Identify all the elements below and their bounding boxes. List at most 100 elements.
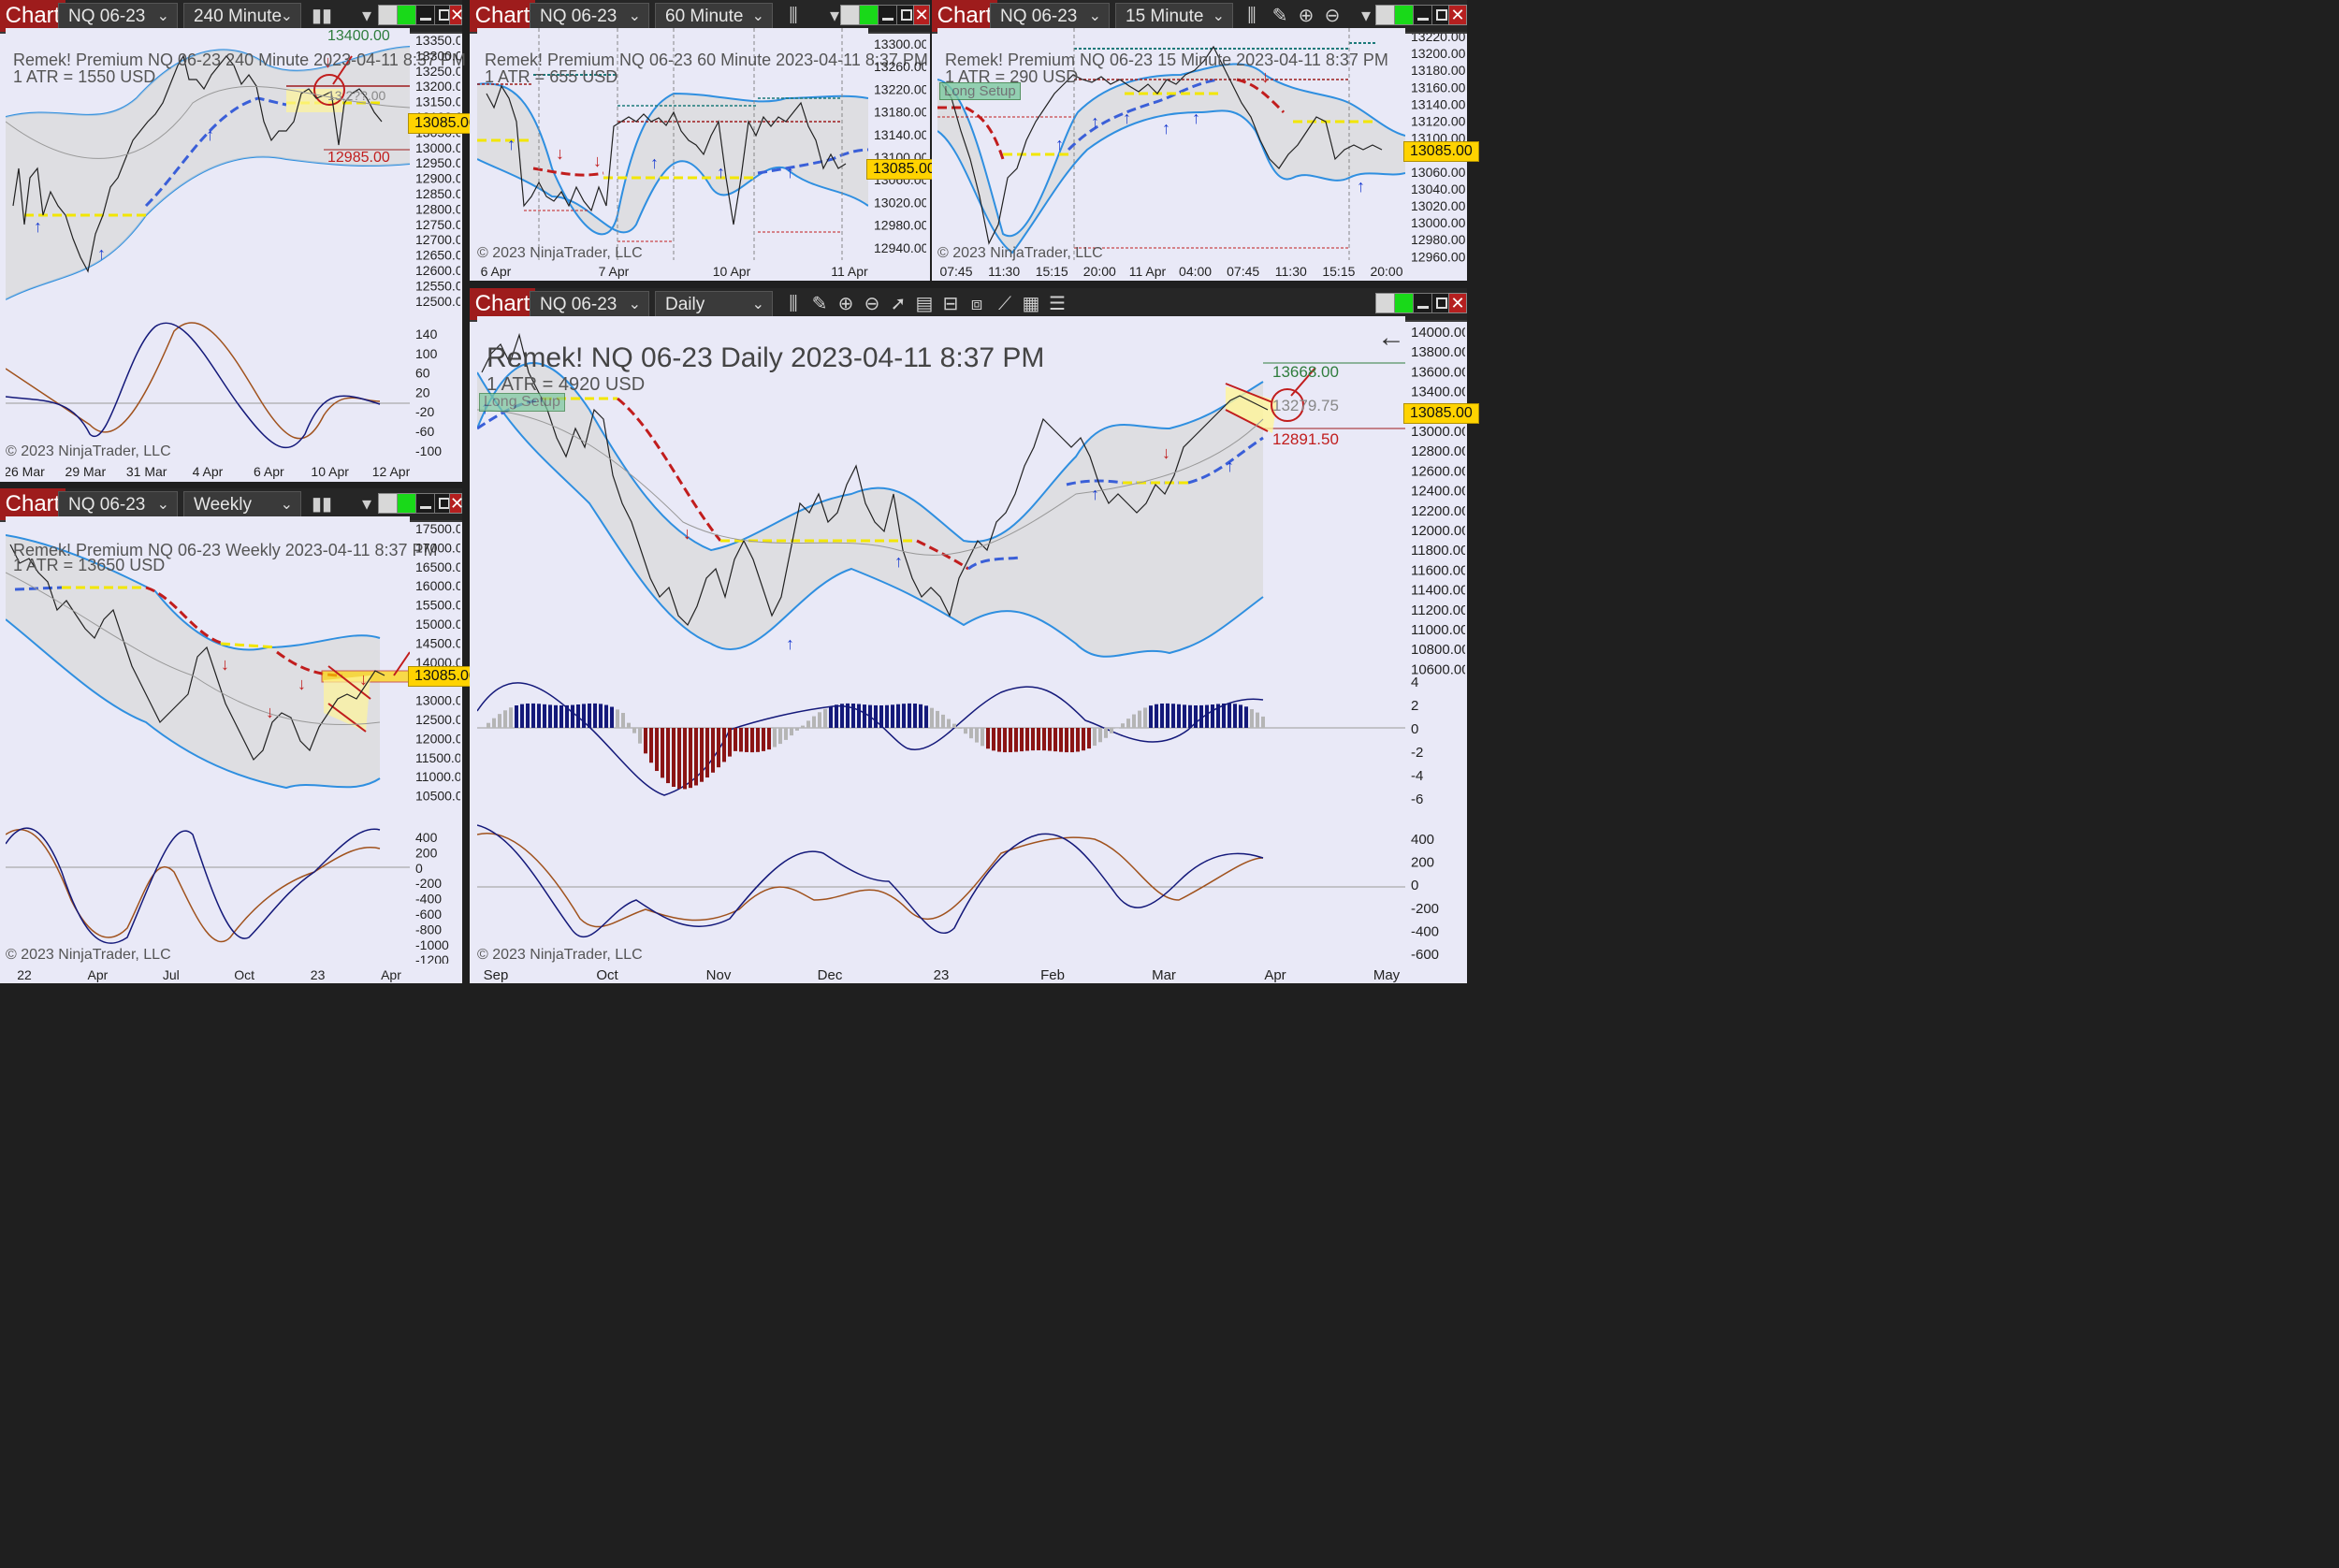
close-button[interactable]: ✕	[1448, 293, 1467, 313]
bar-type-icon[interactable]: ▮▮	[311, 494, 332, 515]
price-panel[interactable]: ↑ ↑ ↑ ↑ ↓ ↓ Remek! Premium NQ 06-23 60 M…	[476, 28, 928, 261]
histogram-bar	[947, 719, 951, 728]
interval-select[interactable]: Weekly ⌄	[183, 491, 301, 517]
histogram-bar	[689, 728, 692, 789]
maximize-button[interactable]	[1431, 293, 1452, 313]
histogram-bar	[801, 725, 805, 728]
menu-overflow-icon[interactable]: ▾	[1360, 6, 1372, 26]
link-button[interactable]	[378, 5, 399, 25]
minimize-button[interactable]	[415, 493, 436, 514]
chart-tab[interactable]: Chart	[470, 0, 535, 32]
close-button[interactable]: ✕	[1448, 5, 1467, 25]
price-tick-label: 12950.00	[415, 155, 460, 170]
zoom-in-icon[interactable]: ⊕	[1298, 6, 1315, 26]
oscillator-svg	[5, 322, 410, 449]
data-box-icon[interactable]: ▤	[915, 294, 934, 314]
bar-type-icon[interactable]: ⫼	[789, 6, 798, 26]
menu-overflow-icon[interactable]: ▾	[829, 6, 840, 26]
chart-tab[interactable]: Chart	[932, 0, 997, 32]
bar-type-icon[interactable]: ▮▮	[311, 6, 332, 26]
interval-select[interactable]: 240 Minute ⌄	[183, 3, 301, 29]
interval-select[interactable]: 60 Minute ⌄	[655, 3, 773, 29]
time-tick-label: 10 Apr	[311, 464, 349, 479]
histogram-bar	[823, 708, 827, 728]
interval-select[interactable]: 15 Minute ⌄	[1115, 3, 1233, 29]
histogram-bar	[756, 728, 760, 752]
oscillator-axis: 400 200 0 -200 -400 -600	[1407, 816, 1465, 964]
svg-text:↑: ↑	[1123, 109, 1131, 127]
price-panel[interactable]: ↓ ↓ ↓ ↓ Remek! Premium NQ 06-23 Weekly 2…	[5, 516, 438, 806]
back-arrow-icon[interactable]: ←	[1377, 322, 1405, 353]
close-button[interactable]: ✕	[449, 5, 465, 25]
histogram-bar	[588, 703, 591, 728]
price-panel[interactable]: ↑ ↑ ↑ ↓ Remek! Premium NQ 06-23 240 Minu…	[5, 28, 466, 309]
instrument-select[interactable]: NQ 06-23 ⌄	[530, 3, 649, 29]
connection-indicator	[1394, 5, 1415, 25]
zoom-in-icon[interactable]: ⊕	[837, 294, 854, 314]
histogram-bar	[1031, 728, 1035, 751]
chart-tab[interactable]: Chart	[0, 0, 65, 32]
bar-type-icon[interactable]: ⫼	[789, 294, 798, 314]
minimize-button[interactable]	[415, 5, 436, 25]
oscillator-panel[interactable]: © 2023 NinjaTrader, LLC	[5, 816, 410, 964]
chart-trader-icon[interactable]: ⊟	[942, 294, 959, 314]
histogram-bar	[509, 707, 513, 728]
interval-select[interactable]: Daily ⌄	[655, 291, 773, 317]
properties-icon[interactable]: ▦	[1022, 294, 1040, 314]
drawing-tool-icon[interactable]: ✎	[811, 294, 828, 314]
strategies-icon[interactable]: ⟋	[998, 294, 1011, 314]
indicators-icon[interactable]: ⧈	[970, 294, 983, 314]
osc-tick-label: -600	[415, 907, 442, 922]
price-tick-label: 13020.00	[1411, 198, 1465, 213]
chart-tab[interactable]: Chart	[470, 288, 535, 320]
instrument-select[interactable]: NQ 06-23 ⌄	[990, 3, 1110, 29]
close-button[interactable]: ✕	[913, 5, 930, 25]
histogram-bar	[1132, 714, 1136, 728]
price-tick-label: 12800.00	[415, 201, 460, 216]
histogram-bar	[975, 728, 979, 743]
maximize-button[interactable]	[1431, 5, 1452, 25]
pointer-icon[interactable]: ➚	[890, 294, 907, 314]
templates-icon[interactable]: ☰	[1049, 294, 1066, 314]
time-tick-label: 07:45	[939, 264, 972, 279]
chevron-down-icon: ⌄	[1212, 8, 1225, 24]
instrument-select[interactable]: NQ 06-23 ⌄	[58, 491, 178, 517]
histogram-panel[interactable]	[476, 674, 1405, 812]
link-button[interactable]	[1375, 5, 1396, 25]
histogram-bar	[604, 704, 608, 728]
time-tick-label: 11:30	[988, 264, 1020, 279]
price-tick-label: 17000.00	[415, 540, 460, 555]
oscillator-axis: 400 200 0 -200 -400 -600 -800 -1000 -1200	[412, 816, 460, 967]
histogram-bar	[1053, 728, 1057, 752]
drawing-tool-icon[interactable]: ✎	[1271, 6, 1288, 26]
minimize-button[interactable]	[1413, 293, 1433, 313]
price-panel[interactable]: ↑ ↑ ↑ ↑ ↑ ↓ ↓ Remek! NQ 06-23 Daily 2023…	[476, 316, 1405, 670]
minimize-button[interactable]	[878, 5, 898, 25]
price-tick-label: 12000.00	[415, 731, 460, 746]
zoom-out-icon[interactable]: ⊖	[864, 294, 880, 314]
histogram-bar	[1121, 723, 1125, 728]
chart-tab[interactable]: Chart	[0, 488, 65, 520]
menu-overflow-icon[interactable]: ▾	[361, 494, 372, 515]
histogram-bar	[812, 716, 816, 728]
histogram-bar	[621, 713, 625, 728]
histogram-svg	[476, 682, 1405, 796]
menu-overflow-icon[interactable]: ▾	[361, 6, 372, 26]
time-axis: 07:45 11:30 15:15 20:00 11 Apr 04:00 07:45 11:3…	[937, 262, 1405, 281]
oscillator-panel[interactable]: © 2023 NinjaTrader, LLC	[5, 312, 410, 460]
minimize-button[interactable]	[1413, 5, 1433, 25]
price-tick-label: 10800.00	[1411, 642, 1465, 658]
bar-type-icon[interactable]: ⫼	[1247, 6, 1257, 26]
instrument-select[interactable]: NQ 06-23 ⌄	[58, 3, 178, 29]
price-panel[interactable]: ↑ ↑ ↑ ↑ ↑ ↑ ↓ Remek! Premium NQ 06-23 15…	[937, 28, 1406, 261]
instrument-select[interactable]: NQ 06-23 ⌄	[530, 291, 649, 317]
link-button[interactable]	[378, 493, 399, 514]
zoom-out-icon[interactable]: ⊖	[1324, 6, 1341, 26]
last-price-marker: 13085.00	[1403, 403, 1479, 424]
link-button[interactable]	[840, 5, 861, 25]
link-button[interactable]	[1375, 293, 1396, 313]
close-button[interactable]: ✕	[449, 493, 465, 514]
oscillator-panel[interactable]: © 2023 NinjaTrader, LLC	[476, 816, 1405, 964]
price-tick-label: 13600.00	[1411, 364, 1465, 380]
histogram-bar	[492, 718, 496, 728]
